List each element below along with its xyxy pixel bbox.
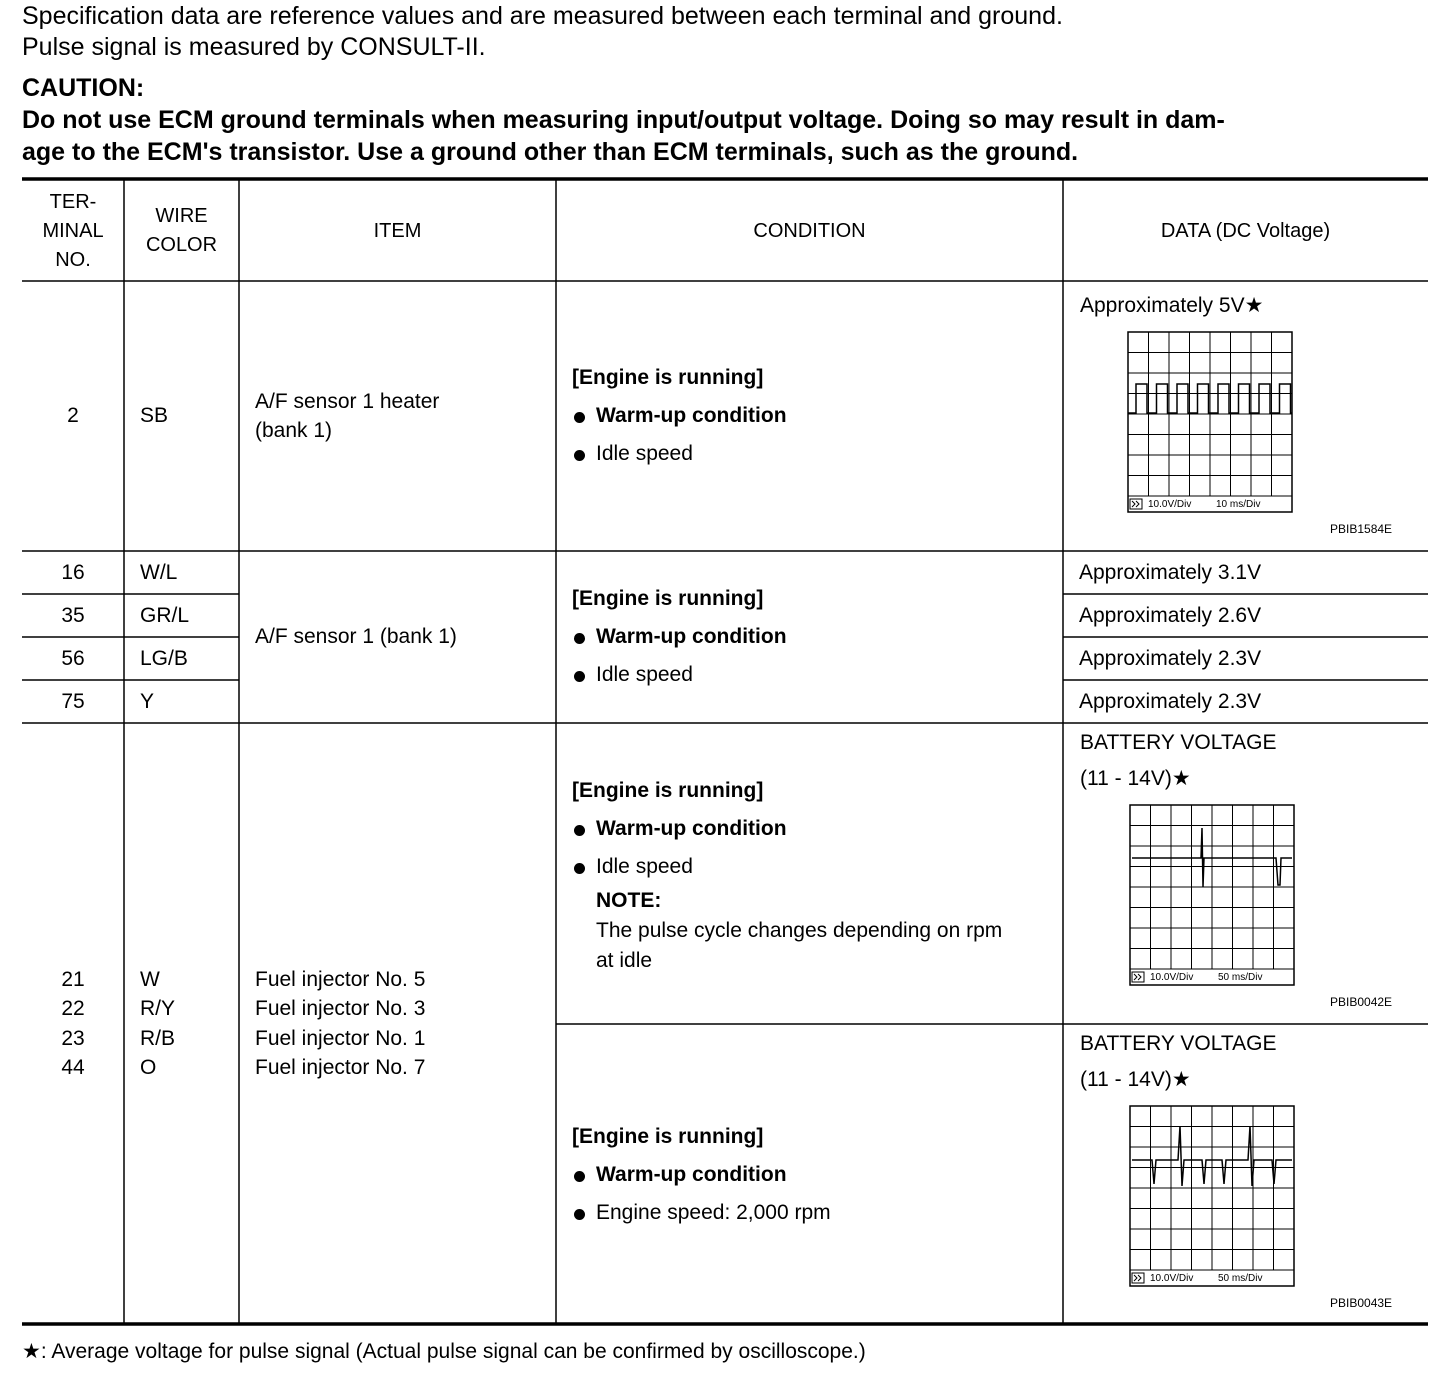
scope-icon [1131,500,1140,508]
column-header: CONDITION [753,219,866,242]
scope-volt-div: 10.0V/Div [1148,499,1191,510]
wire-color: R/Y [140,997,176,1020]
scope-icon [1131,971,1145,983]
wire-color: SB [140,404,169,428]
data-text: Approximately 2.6V [1079,603,1262,627]
scope-wave [1132,827,1292,888]
scope-volt-div: 10.0V/Div [1150,1273,1193,1284]
scope-wave [1132,1125,1292,1187]
wire-color: GR/L [140,603,190,627]
wire-color: W/L [140,560,178,584]
terminal-no: 35 [61,603,85,627]
terminal-no: 56 [61,646,85,670]
condition: [Engine is running] Warm-up condition Engi… [556,1024,1063,1325]
caution-text: Do not use ECM ground terminals when mea… [22,106,1225,166]
wire-color: W [140,967,160,991]
condition-heading: [Engine is running] [572,1124,764,1148]
condition-bullet: Warm-up condition [572,810,1063,848]
wire-color: O [140,1056,157,1079]
scope-time-div: 50 ms/Div [1218,972,1262,983]
column-header: ITEM [373,219,422,242]
condition: [Engine is running] Warm-up condition Idle… [556,723,1063,1024]
data-text: Approximately 2.3V [1079,646,1262,670]
figure-code: PBIB1584E [1330,522,1393,536]
data-range: (11 - 14V)★ [1080,1068,1191,1091]
condition-bullet: Warm-up condition [572,1156,1063,1194]
item: Fuel injector No. 5 [255,967,426,991]
condition-bullet: Idle speed [572,656,1063,694]
terminal-list: 21 22 23 44 [22,723,124,1324]
column-header: DATA (DC Voltage) [1160,219,1331,242]
condition-heading: [Engine is running] [572,778,764,802]
data-text: BATTERY VOLTAGE [1080,1032,1277,1055]
scope-icon [1133,973,1142,981]
wire-color: Y [140,689,155,713]
scope-icon [1133,1274,1142,1282]
condition-heading: [Engine is running] [572,587,764,610]
wire-list: W R/Y R/B O [124,723,239,1324]
scope-time-div: 50 ms/Div [1218,1273,1262,1284]
terminal-no: 23 [61,1026,85,1050]
item: Fuel injector No. 3 [255,997,426,1020]
intro-line: Specification data are reference values … [22,2,1063,30]
condition-bullet: Warm-up condition [572,618,1063,656]
data-text: Approximately 3.1V [1079,560,1262,584]
data-text: Approximately 5V★ [1080,294,1264,317]
terminal-no: 22 [61,997,85,1020]
condition-bullet: Warm-up condition [572,397,1063,435]
condition: [Engine is running] Warm-up condition Idle… [556,281,1063,551]
data-range: (11 - 14V)★ [1080,767,1191,790]
terminal-no: 75 [61,689,85,713]
figure-code: PBIB0043E [1330,1296,1393,1310]
column-header: WIRE COLOR [145,205,218,256]
item: Fuel injector No. 7 [255,1056,426,1079]
column-header: TER- MINAL NO. [42,190,104,271]
item: Fuel injector No. 1 [255,1026,426,1050]
condition-bullet: Idle speed [572,435,1063,473]
intro-line: Pulse signal is measured by CONSULT-II. [22,33,486,61]
item: A/F sensor 1 heater (bank 1) [255,389,440,443]
note-title: NOTE: [596,888,662,912]
scope-icon [1129,498,1143,510]
terminal-no: 2 [67,404,79,428]
item: A/F sensor 1 (bank 1) [255,625,457,649]
footnote: ★: Average voltage for pulse signal (Act… [22,1340,866,1363]
note-text: The pulse cycle changes depending on rpm… [596,918,1003,972]
condition: [Engine is running] Warm-up condition Idle… [556,551,1063,723]
terminal-no: 16 [61,560,85,584]
figure-code: PBIB0042E [1330,995,1393,1009]
item-list: Fuel injector No. 5 Fuel injector No. 3 Fu… [239,723,556,1324]
caution-title: CAUTION: [22,74,145,102]
scope-volt-div: 10.0V/Div [1150,972,1193,983]
condition-bullet: Idle speed [572,848,1063,886]
terminal-no: 21 [61,967,85,991]
wire-color: LG/B [140,646,188,670]
scope-time-div: 10 ms/Div [1216,499,1260,510]
wire-color: R/B [140,1026,176,1050]
data-text: BATTERY VOLTAGE [1080,731,1277,754]
condition-bullet: Engine speed: 2,000 rpm [572,1194,1063,1232]
scope-wave [1128,383,1292,414]
data-text: Approximately 2.3V [1079,689,1262,713]
scope-icon [1131,1272,1145,1284]
condition-heading: [Engine is running] [572,366,764,389]
terminal-no: 44 [61,1056,85,1079]
